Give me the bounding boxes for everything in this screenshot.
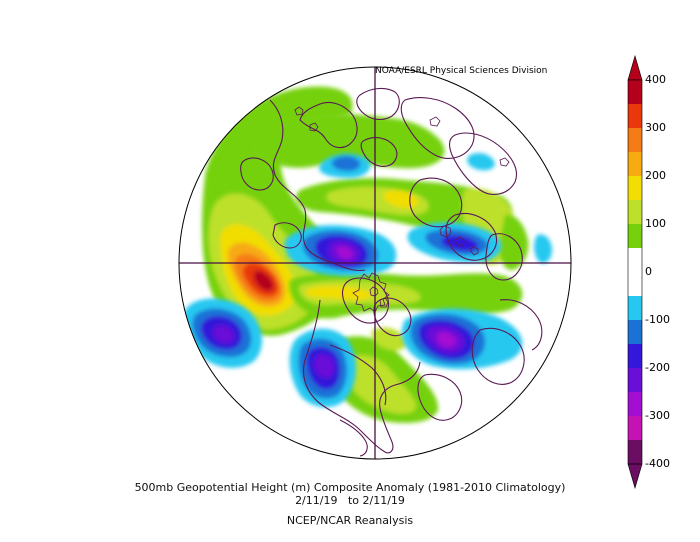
colorbar-label: -200 xyxy=(645,361,670,374)
colorbar-band xyxy=(628,128,642,153)
colorbar-label: 400 xyxy=(645,73,666,86)
colorbar-band xyxy=(628,224,642,249)
colorbar-label: -300 xyxy=(645,409,670,422)
colorbar-band xyxy=(628,320,642,345)
colorbar-band xyxy=(628,104,642,129)
negative-anomaly-pacific xyxy=(182,298,263,368)
date-start: 2/11/19 xyxy=(295,494,338,507)
date-separator: to xyxy=(347,494,360,507)
colorbar-frame xyxy=(627,79,643,465)
positive-anomaly-central xyxy=(289,272,523,319)
colorbar-band xyxy=(628,440,642,465)
colorbar-label: -100 xyxy=(645,313,670,326)
colorbar-arrow-top xyxy=(627,54,643,81)
colorbar-band xyxy=(628,344,642,369)
colorbar-band xyxy=(628,272,642,297)
colorbar-band xyxy=(628,152,642,177)
negative-anomaly-small-north xyxy=(319,152,495,178)
colorbar-band xyxy=(628,200,642,225)
credit-text: NOAA/ESRL Physical Sciences Division xyxy=(375,66,548,76)
colorbar-label: -400 xyxy=(645,457,670,470)
coastlines xyxy=(240,87,543,457)
colorbar xyxy=(627,54,643,490)
map-border xyxy=(178,66,572,460)
colorbar-label: 200 xyxy=(645,169,666,182)
map-title: 500mb Geopotential Height (m) Composite … xyxy=(134,481,566,494)
colorbar-band xyxy=(628,296,642,321)
negative-anomaly-atlantic xyxy=(401,308,523,370)
date-range: 2/11/19 to 2/11/19 xyxy=(0,494,700,507)
data-source: NCEP/NCAR Reanalysis xyxy=(286,514,414,527)
colorbar-label: 0 xyxy=(645,265,652,278)
colorbar-band xyxy=(628,368,642,393)
colorbar-band xyxy=(628,416,642,441)
colorbar-band xyxy=(628,80,642,105)
colorbar-band xyxy=(628,392,642,417)
colorbar-label: 100 xyxy=(645,217,666,230)
colorbar-band xyxy=(628,248,642,273)
date-end: 2/11/19 xyxy=(362,494,405,507)
colorbar-band xyxy=(628,176,642,201)
coastline-detail xyxy=(294,106,510,313)
colorbar-label: 300 xyxy=(645,121,666,134)
